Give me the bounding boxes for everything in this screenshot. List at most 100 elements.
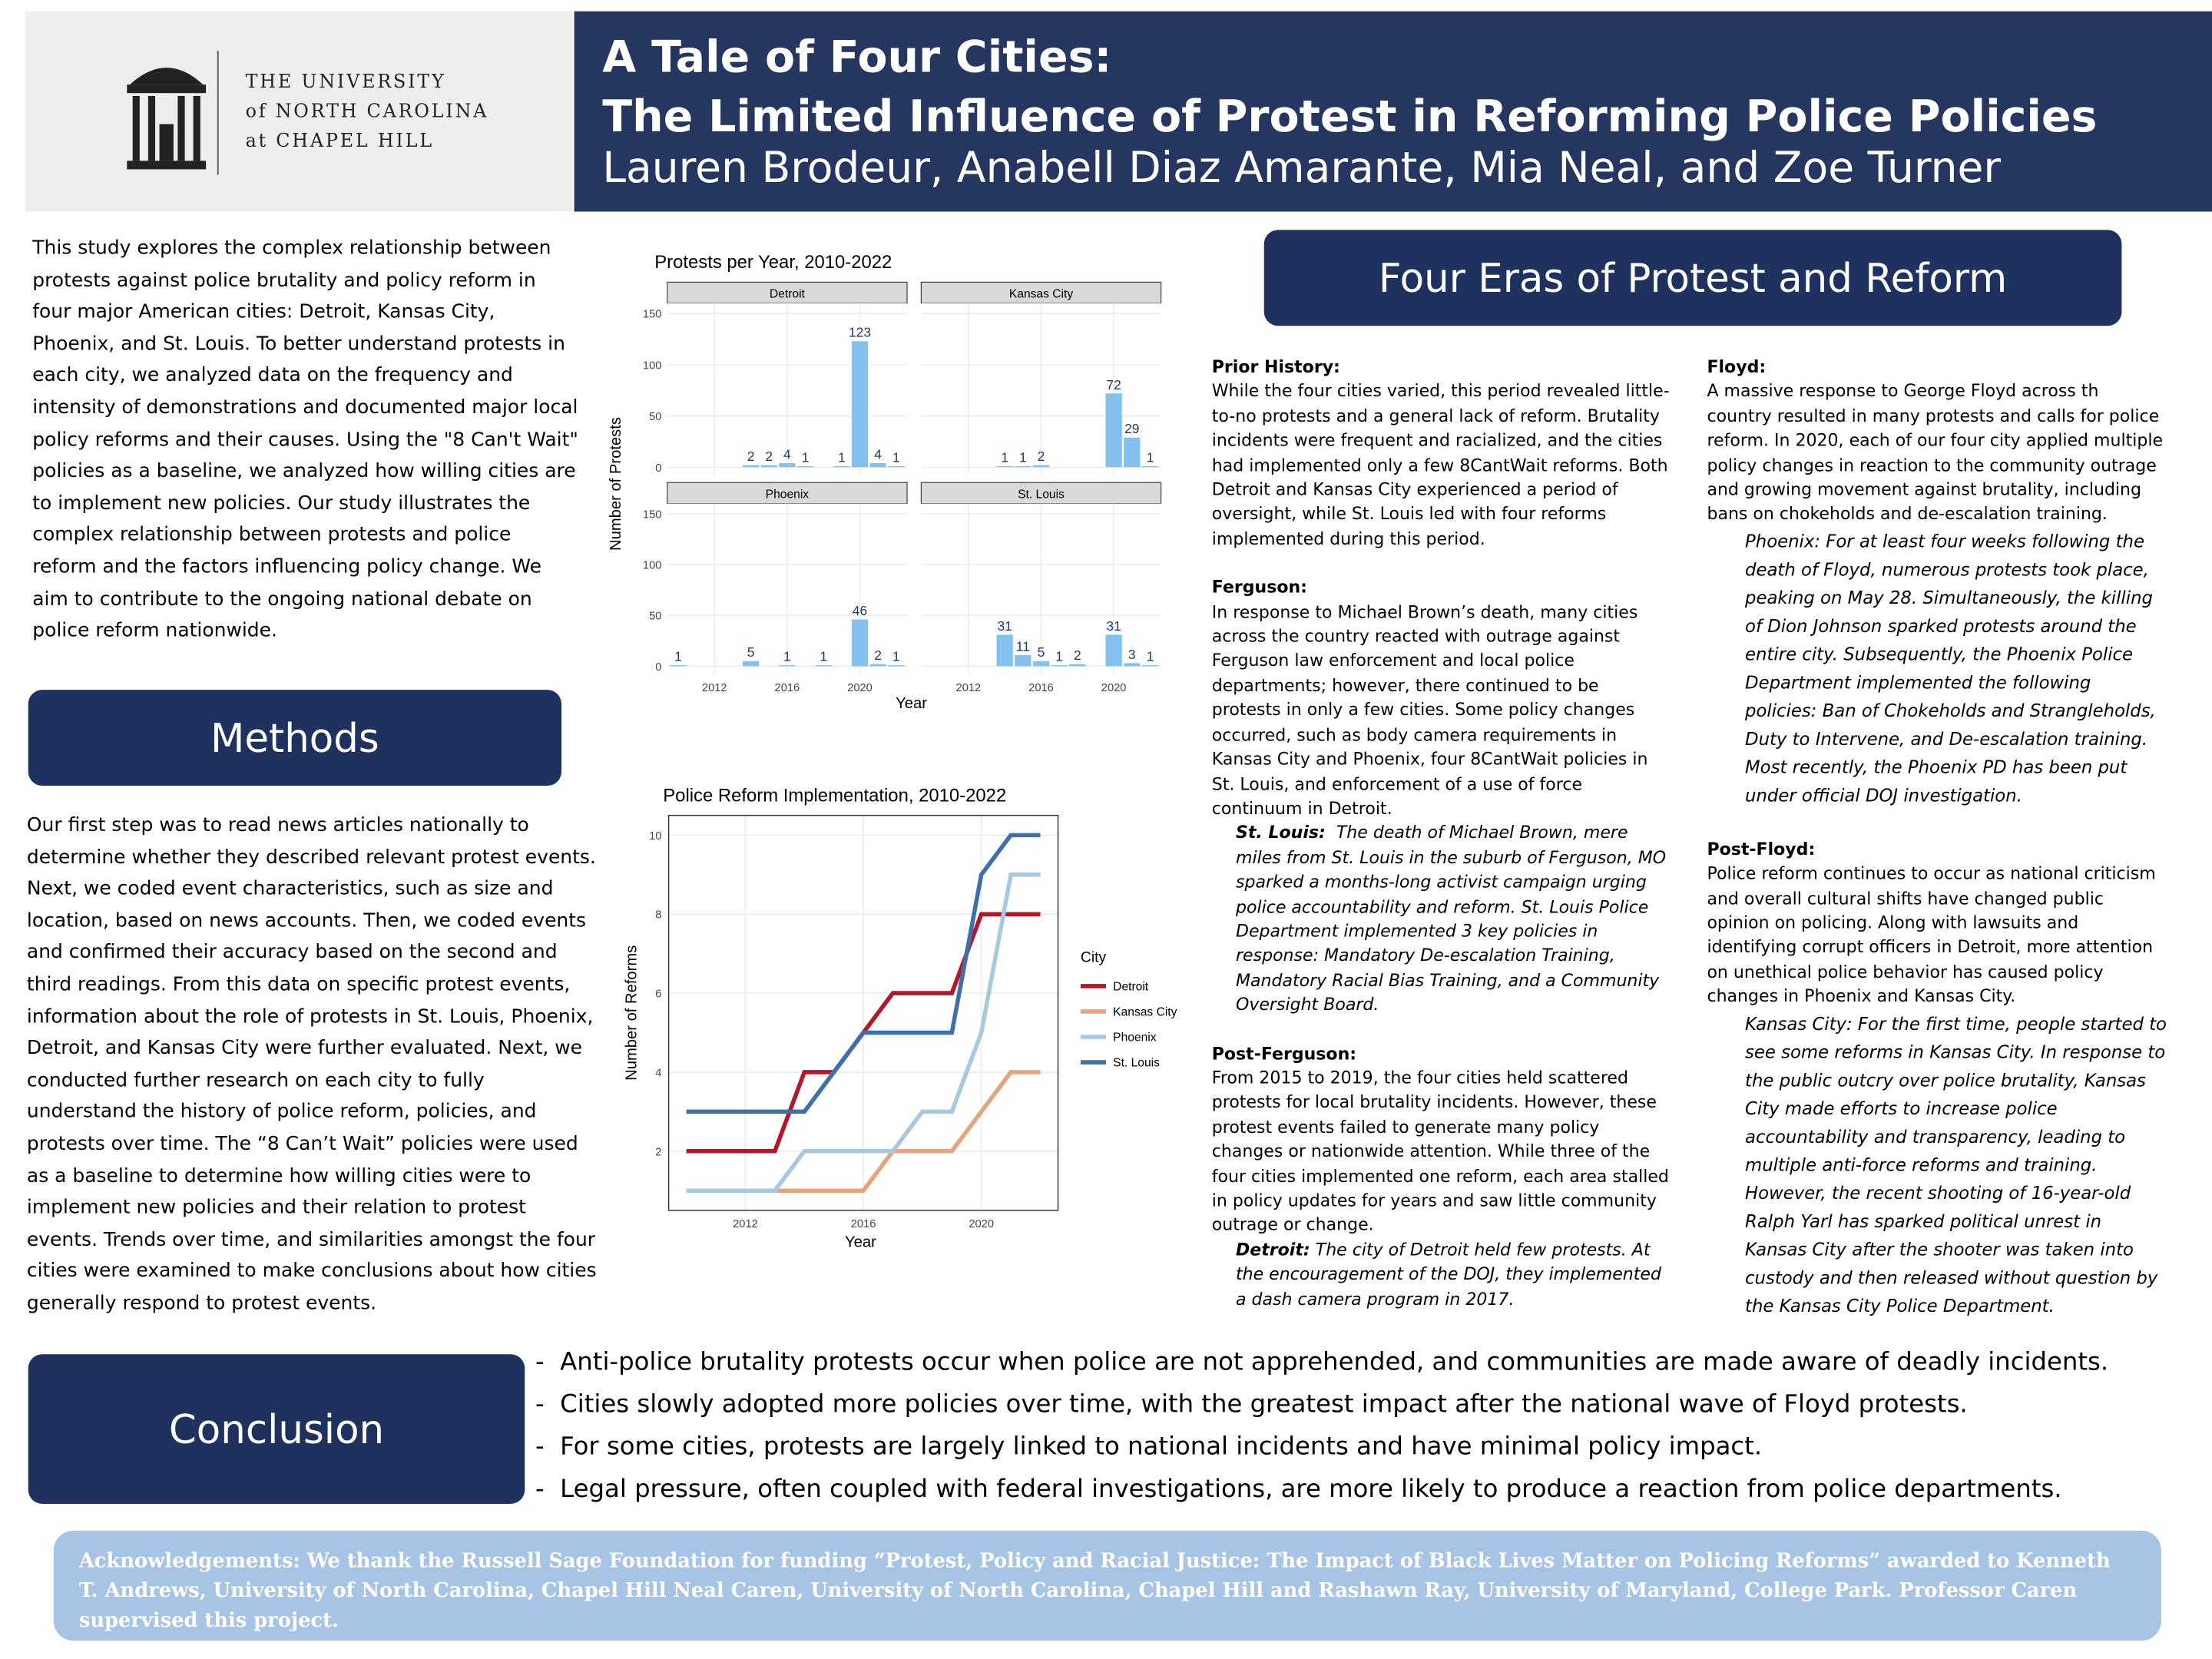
- legend-title: City: [1081, 950, 1107, 966]
- y-tick-label: 8: [655, 909, 661, 922]
- bar: [742, 465, 760, 468]
- column: [177, 95, 185, 161]
- value-label: 1: [783, 649, 791, 664]
- value-label: 1: [820, 649, 827, 664]
- y-tick-label: 10: [649, 830, 661, 843]
- x-tick-label: 2020: [1101, 682, 1127, 694]
- value-label: 11: [1016, 638, 1030, 654]
- conclusion-point: Cities slowly adopted more policies over…: [560, 1384, 2210, 1426]
- y-tick-label: 4: [655, 1067, 661, 1079]
- bar: [869, 664, 886, 667]
- acknowledgements-box: Acknowledgements: We thank the Russell S…: [53, 1530, 2161, 1641]
- chart-title: Police Reform Implementation, 2010-2022: [663, 785, 1006, 806]
- column: [132, 95, 140, 161]
- protest-chart: Protests per Year, 2010-2022 Number of Pr…: [608, 252, 1162, 712]
- x-tick-label: 2016: [1028, 682, 1054, 694]
- x-tick-label: 2016: [775, 682, 800, 694]
- dome: [129, 68, 204, 85]
- entablature: [127, 84, 207, 94]
- era-text: From 2015 to 2019, the four cities held …: [1211, 1068, 1669, 1235]
- era-heading: Post-Ferguson:: [1211, 1043, 1357, 1064]
- column: [147, 95, 156, 161]
- title-line: A Tale of Four Cities:: [602, 32, 1112, 84]
- strip-label: St. Louis: [1018, 488, 1065, 501]
- legend-label: Phoenix: [1113, 1031, 1157, 1045]
- bar: [996, 465, 1013, 468]
- value-label: 72: [1106, 377, 1121, 392]
- value-label: 5: [1038, 644, 1045, 660]
- divider: [217, 51, 219, 175]
- era-text: A massive response to George Floyd acros…: [1707, 381, 2164, 525]
- bar: [1069, 664, 1086, 667]
- x-tick-label: 2016: [851, 1218, 876, 1230]
- value-label: 46: [853, 603, 867, 618]
- bar: [1141, 665, 1159, 667]
- value-label: 2: [747, 449, 755, 464]
- value-label: 1: [1019, 449, 1027, 465]
- title: A Tale of Four Cities: The Limited Influ…: [602, 28, 2097, 147]
- acknowledgements: Acknowledgements: We thank the Russell S…: [78, 1550, 2111, 1633]
- y-axis-label: Number of Reforms: [623, 945, 640, 1081]
- title-banner: A Tale of Four Cities: The Limited Influ…: [574, 11, 2212, 212]
- bar: [1124, 663, 1141, 667]
- value-label: 31: [1106, 618, 1121, 634]
- logo-panel: THE UNIVERSITY of NORTH CAROLINA at CHAP…: [25, 11, 573, 212]
- value-label: 1: [674, 649, 682, 664]
- legend-label: Kansas City: [1113, 1005, 1177, 1018]
- legend-label: St. Louis: [1113, 1057, 1160, 1070]
- era-text: Police reform continues to occur as nati…: [1707, 863, 2156, 1007]
- bar: [1105, 393, 1122, 468]
- value-label: 2: [1038, 449, 1045, 464]
- case-label: St. Louis:: [1235, 823, 1326, 843]
- value-label: 2: [765, 449, 773, 464]
- base: [127, 161, 207, 170]
- era-text: In response to Michael Brown’s death, ma…: [1211, 601, 1648, 819]
- value-label: 1: [1147, 449, 1154, 465]
- y-axis-label: Number of Protests: [608, 417, 624, 551]
- x-axis-label: Year: [845, 1234, 876, 1251]
- line: [686, 873, 1041, 1193]
- conclusion-point: Legal pressure, often coupled with feder…: [560, 1469, 2210, 1511]
- value-label: 1: [1001, 449, 1008, 465]
- value-label: 1: [892, 649, 900, 664]
- value-label: 1: [802, 449, 810, 465]
- bar: [1015, 465, 1031, 468]
- y-tick-label: 2: [655, 1146, 661, 1158]
- bar: [833, 465, 850, 468]
- era-heading: Ferguson:: [1211, 577, 1307, 598]
- bar: [1015, 654, 1031, 667]
- x-tick-label: 2012: [956, 682, 982, 694]
- bar: [779, 665, 796, 667]
- y-tick-label: 0: [655, 462, 661, 475]
- strip-label: Kansas City: [1009, 288, 1073, 301]
- bar: [796, 465, 814, 468]
- section-heading: Four Eras of Protest and Reform: [1263, 230, 2122, 326]
- era-text: While the four cities varied, this perio…: [1211, 381, 1670, 549]
- value-label: 1: [1147, 649, 1154, 664]
- line: [686, 833, 1041, 1114]
- logo-line: at CHAPEL HILL: [245, 131, 434, 153]
- x-tick-label: 2012: [702, 682, 727, 694]
- era-heading: Post-Floyd:: [1707, 839, 1816, 859]
- value-label: 123: [849, 325, 871, 340]
- value-label: 4: [783, 446, 791, 462]
- bar: [742, 661, 760, 667]
- value-label: 1: [1055, 649, 1063, 664]
- bar: [869, 462, 886, 468]
- bar: [1124, 437, 1141, 468]
- strip-label: Detroit: [770, 288, 806, 301]
- case-study: Kansas City: For the first time, people …: [1745, 1012, 2167, 1316]
- conclusion-point: For some cities, protests are largely li…: [560, 1426, 2210, 1469]
- value-label: 3: [1128, 647, 1136, 662]
- bar: [779, 462, 796, 468]
- value-label: 2: [874, 647, 882, 663]
- value-label: 4: [874, 446, 882, 462]
- methods-text: Our first step was to read news articles…: [26, 813, 597, 1315]
- x-tick-label: 2012: [733, 1218, 758, 1230]
- column: [193, 95, 200, 161]
- value-label: 31: [997, 618, 1012, 634]
- value-label: 5: [747, 644, 755, 660]
- bar: [1105, 634, 1122, 667]
- bar: [888, 465, 905, 468]
